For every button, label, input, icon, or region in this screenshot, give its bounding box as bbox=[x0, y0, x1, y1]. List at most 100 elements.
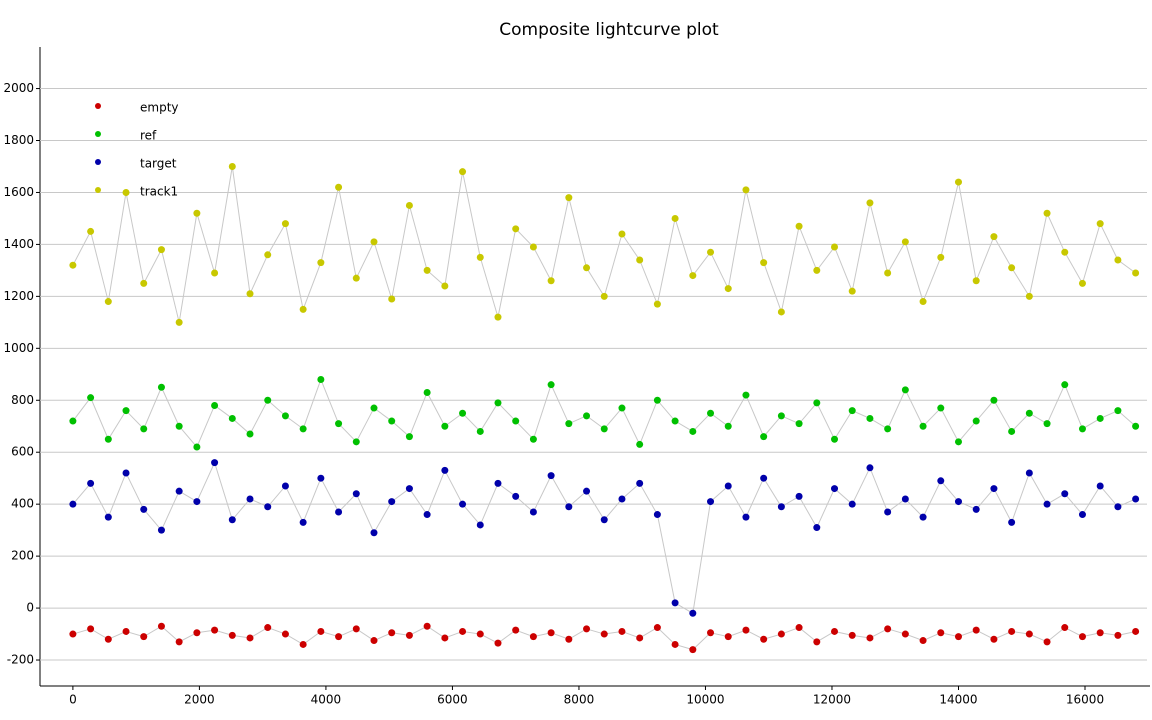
data-point bbox=[689, 646, 697, 654]
data-point bbox=[831, 627, 839, 635]
data-point bbox=[211, 401, 219, 409]
data-point bbox=[954, 178, 962, 186]
data-point bbox=[441, 282, 449, 290]
legend-marker bbox=[95, 159, 101, 165]
data-point bbox=[299, 305, 307, 313]
y-tick-label: 200 bbox=[11, 549, 34, 563]
data-point bbox=[317, 627, 325, 635]
data-point bbox=[1114, 407, 1122, 415]
data-point bbox=[742, 626, 750, 634]
data-point bbox=[228, 516, 236, 524]
data-point bbox=[813, 638, 821, 646]
series-line bbox=[72, 461, 1136, 615]
data-point bbox=[760, 474, 768, 482]
data-point bbox=[388, 629, 396, 637]
data-point bbox=[600, 425, 608, 433]
data-point bbox=[423, 511, 431, 519]
data-point bbox=[990, 635, 998, 643]
data-point bbox=[140, 279, 148, 287]
data-point bbox=[742, 186, 750, 194]
data-point bbox=[246, 634, 254, 642]
data-point bbox=[919, 637, 927, 645]
data-point bbox=[565, 635, 573, 643]
x-tick-label: 16000 bbox=[1066, 693, 1104, 707]
data-point bbox=[405, 485, 413, 493]
data-point bbox=[636, 440, 644, 448]
data-point bbox=[459, 409, 467, 417]
y-tick-label: 1200 bbox=[3, 289, 34, 303]
data-point bbox=[370, 529, 378, 537]
data-point bbox=[795, 420, 803, 428]
data-point bbox=[246, 290, 254, 298]
data-point bbox=[565, 194, 573, 202]
legend-marker bbox=[95, 131, 101, 137]
data-point bbox=[246, 430, 254, 438]
data-point bbox=[919, 513, 927, 521]
data-point bbox=[352, 438, 360, 446]
data-point bbox=[494, 479, 502, 487]
data-point bbox=[1043, 420, 1051, 428]
data-point bbox=[122, 627, 130, 635]
data-point bbox=[795, 492, 803, 500]
data-point bbox=[140, 633, 148, 641]
data-point bbox=[1025, 292, 1033, 300]
data-point bbox=[795, 624, 803, 632]
y-tick-label: 1000 bbox=[3, 341, 34, 355]
data-point bbox=[157, 622, 165, 630]
data-point bbox=[689, 427, 697, 435]
data-point bbox=[441, 466, 449, 474]
data-point bbox=[1025, 630, 1033, 638]
data-point bbox=[299, 518, 307, 526]
data-point bbox=[494, 639, 502, 647]
data-point bbox=[335, 633, 343, 641]
data-point bbox=[388, 498, 396, 506]
data-point bbox=[459, 627, 467, 635]
data-point bbox=[423, 388, 431, 396]
data-point bbox=[760, 259, 768, 267]
data-point bbox=[352, 490, 360, 498]
data-point bbox=[671, 599, 679, 607]
data-point bbox=[724, 633, 732, 641]
data-point bbox=[866, 634, 874, 642]
data-point bbox=[175, 422, 183, 430]
data-point bbox=[884, 425, 892, 433]
data-point bbox=[157, 383, 165, 391]
data-point bbox=[1025, 409, 1033, 417]
data-point bbox=[848, 500, 856, 508]
data-point bbox=[583, 264, 591, 272]
data-point bbox=[352, 625, 360, 633]
data-point bbox=[529, 435, 537, 443]
data-point bbox=[972, 505, 980, 513]
data-point bbox=[87, 394, 95, 402]
data-point bbox=[512, 492, 520, 500]
x-tick-label: 6000 bbox=[437, 693, 468, 707]
data-point bbox=[990, 485, 998, 493]
data-point bbox=[512, 417, 520, 425]
data-point bbox=[193, 443, 201, 451]
data-point bbox=[405, 201, 413, 209]
data-point bbox=[335, 420, 343, 428]
data-point bbox=[1061, 381, 1069, 389]
data-point bbox=[317, 259, 325, 267]
data-point bbox=[494, 313, 502, 321]
data-point bbox=[193, 629, 201, 637]
data-point bbox=[636, 479, 644, 487]
data-point bbox=[476, 427, 484, 435]
data-point bbox=[565, 503, 573, 511]
data-point bbox=[388, 417, 396, 425]
data-point bbox=[972, 626, 980, 634]
data-point bbox=[1043, 209, 1051, 217]
data-point bbox=[104, 298, 112, 306]
data-point bbox=[211, 626, 219, 634]
data-point bbox=[653, 624, 661, 632]
data-point bbox=[901, 238, 909, 246]
data-point bbox=[1025, 469, 1033, 477]
data-point bbox=[707, 248, 715, 256]
data-point bbox=[707, 409, 715, 417]
data-point bbox=[1008, 518, 1016, 526]
data-point bbox=[175, 318, 183, 326]
data-point bbox=[388, 295, 396, 303]
data-point bbox=[547, 277, 555, 285]
legend-label: ref bbox=[140, 129, 157, 143]
y-tick-label: 400 bbox=[11, 497, 34, 511]
